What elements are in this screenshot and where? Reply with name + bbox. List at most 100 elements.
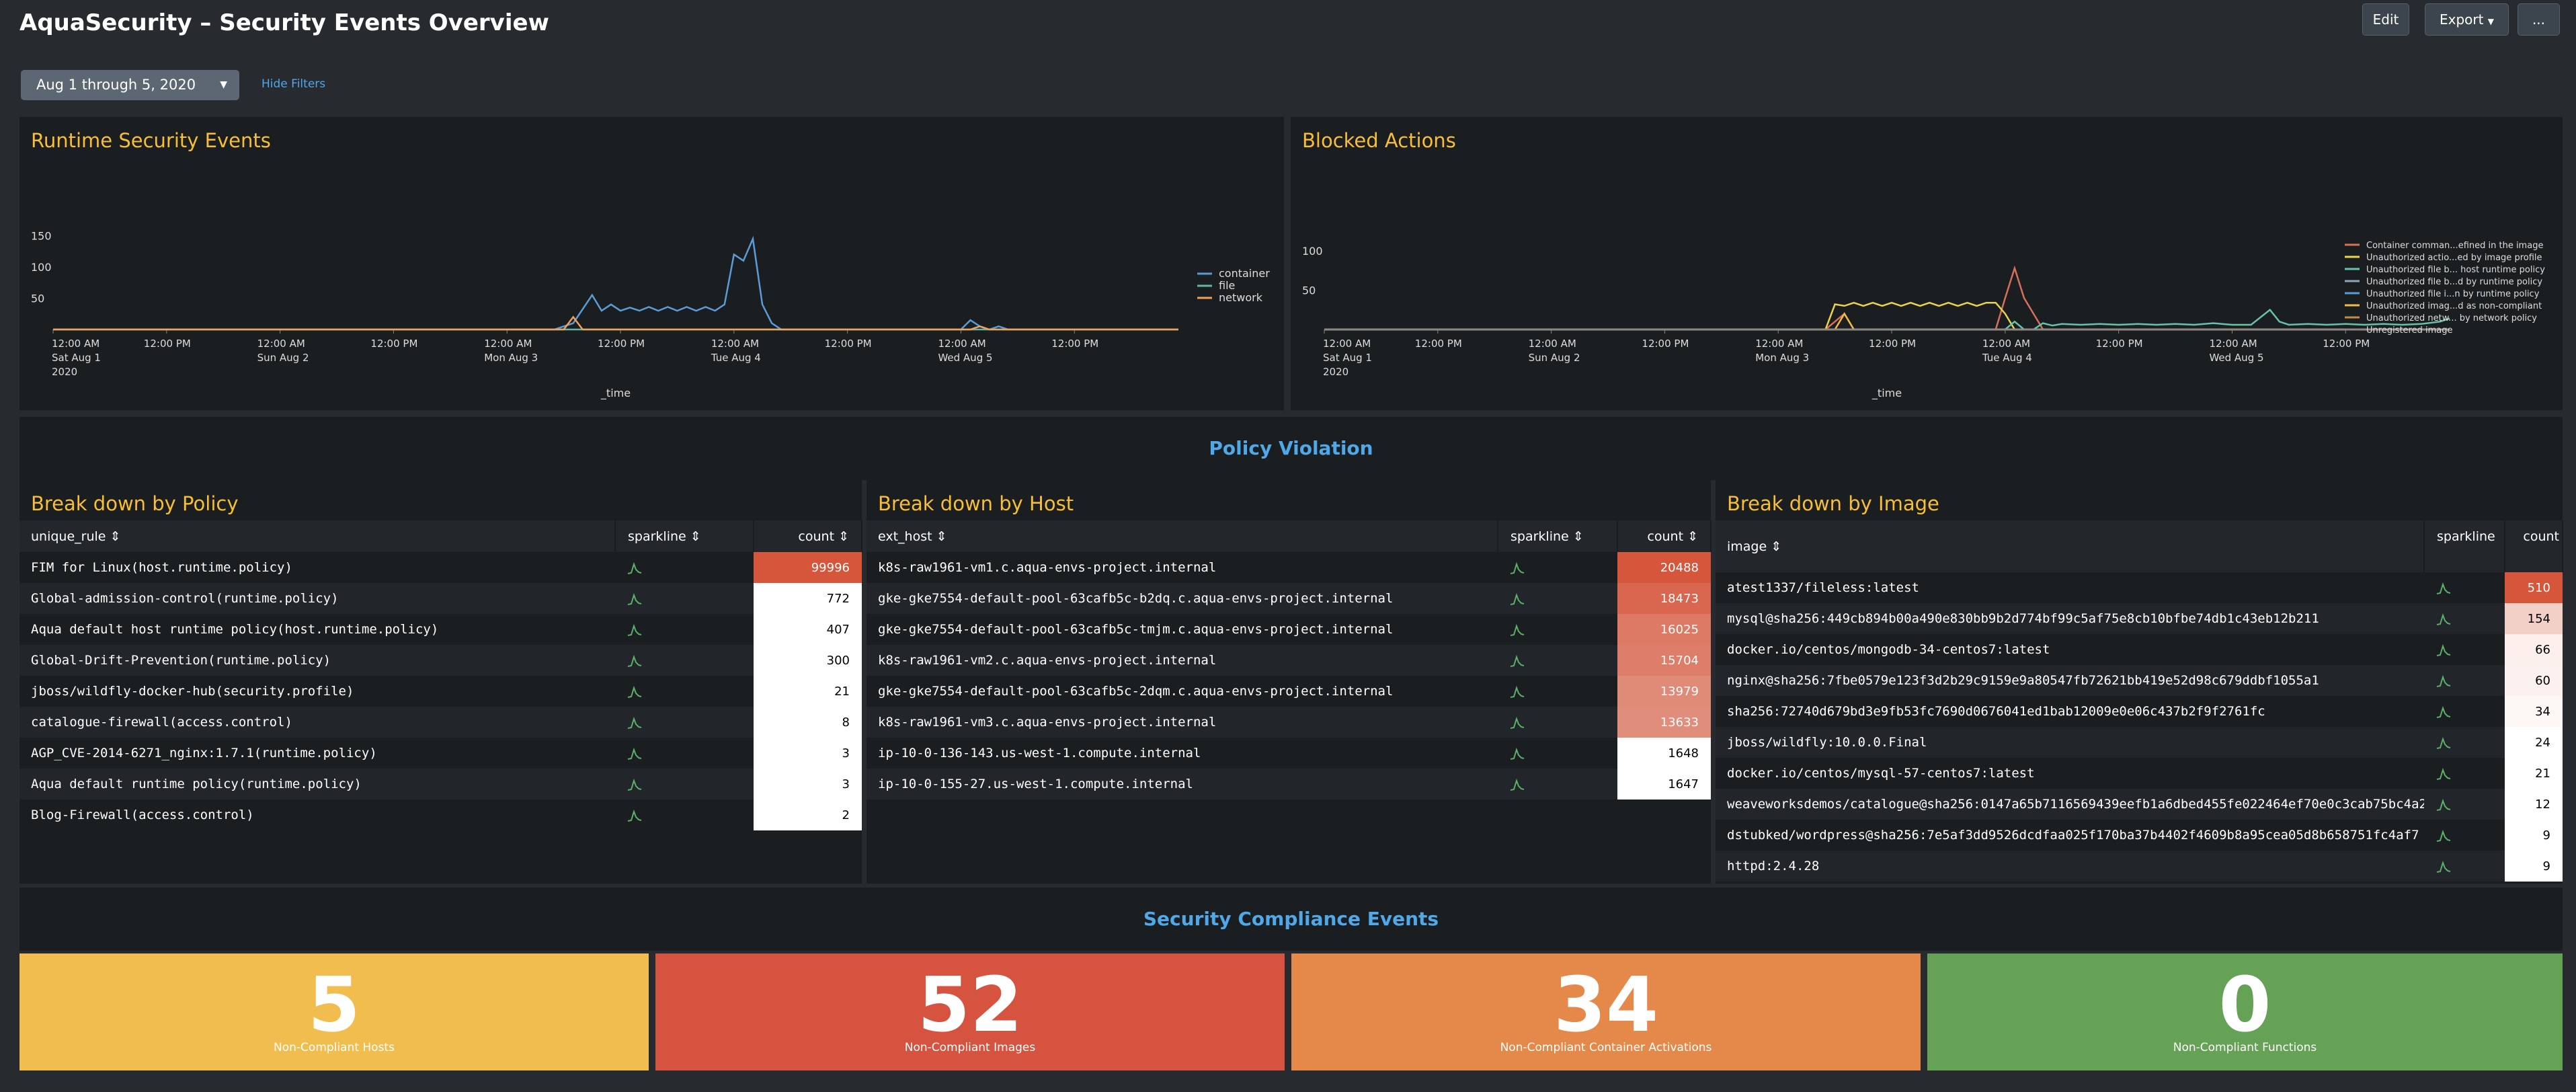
- host-table: ext_host ⇕ sparkline ⇕ count ⇕ k8s-raw19…: [867, 520, 1712, 800]
- runtime-events-chart[interactable]: 50 100 150 12:00 AM Sat Aug 1 2020 12:00 PM 12:…: [19, 117, 1284, 410]
- column-header[interactable]: image ⇕: [1716, 520, 2425, 572]
- series-line[interactable]: [1324, 308, 2450, 331]
- table-row[interactable]: docker.io/centos/mysql-57-centos7:latest…: [1716, 758, 2563, 789]
- legend-item[interactable]: Unauthorized file i...n by runtime polic…: [2366, 289, 2540, 299]
- export-button[interactable]: Export ▼: [2425, 3, 2509, 36]
- row-label: gke-gke7554-default-pool-63cafb5c-b2dq.c…: [867, 583, 1498, 614]
- row-label: Global-Drift-Prevention(runtime.policy): [19, 645, 615, 676]
- table-row[interactable]: AGP_CVE-2014-6271_nginx:1.7.1(runtime.po…: [19, 738, 862, 769]
- legend-item[interactable]: Unauthorized file b... host runtime poli…: [2366, 265, 2545, 275]
- sparkline-icon: [2436, 829, 2451, 842]
- table-row[interactable]: httpd:2.4.28 9: [1716, 851, 2563, 882]
- table-row[interactable]: ip-10-0-136-143.us-west-1.compute.intern…: [867, 738, 1711, 769]
- column-header[interactable]: count: [2505, 520, 2563, 572]
- table-row[interactable]: catalogue-firewall(access.control) 8: [19, 707, 862, 738]
- legend-item[interactable]: network: [1219, 291, 1263, 304]
- row-sparkline: [1498, 552, 1617, 583]
- column-header[interactable]: unique_rule ⇕: [19, 520, 616, 552]
- row-count: 66: [2505, 634, 2563, 665]
- column-header[interactable]: sparkline: [2424, 520, 2505, 572]
- table-row[interactable]: Blog-Firewall(access.control) 2: [19, 800, 862, 830]
- kpi-value: 34: [1554, 962, 1658, 1049]
- kpi-non-compliant-container-activations[interactable]: 34 Non-Compliant Container Activations: [1291, 953, 1921, 1070]
- table-row[interactable]: jboss/wildfly:10.0.0.Final 24: [1716, 727, 2563, 758]
- series-line[interactable]: [1324, 265, 2450, 331]
- sparkline-icon: [2436, 798, 2451, 811]
- row-sparkline: [1498, 769, 1617, 800]
- x-tick-label: 12:00 PM: [1869, 338, 1916, 350]
- x-tick-label: Sat Aug 1: [1323, 352, 1372, 364]
- column-header[interactable]: sparkline ⇕: [615, 520, 754, 552]
- table-row[interactable]: sha256:72740d679bd3e9fb53fc7690d0676041e…: [1716, 696, 2563, 727]
- kpi-non-compliant-images[interactable]: 52 Non-Compliant Images: [655, 953, 1285, 1070]
- table-row[interactable]: gke-gke7554-default-pool-63cafb5c-tmjm.c…: [867, 614, 1711, 645]
- row-label: sha256:72740d679bd3e9fb53fc7690d0676041e…: [1727, 704, 2265, 719]
- table-row[interactable]: atest1337/fileless:latest 510: [1716, 572, 2563, 603]
- table-row[interactable]: FIM for Linux(host.runtime.policy) 99996: [19, 552, 862, 583]
- row-count: 300: [754, 645, 862, 676]
- column-header[interactable]: count ⇕: [754, 520, 862, 552]
- panel-title: Break down by Image: [1727, 492, 1939, 515]
- table-row[interactable]: ip-10-0-155-27.us-west-1.compute.interna…: [867, 769, 1711, 800]
- x-tick-label: 12:00 AM: [484, 338, 532, 350]
- legend-item[interactable]: Unauthorized file b...d by runtime polic…: [2366, 277, 2542, 287]
- sort-icon: ⇕: [1687, 529, 1698, 544]
- row-label: atest1337/fileless:latest: [1727, 580, 1919, 595]
- sparkline-icon: [2436, 674, 2451, 687]
- legend-item[interactable]: Unauthorized netw... by network policy: [2366, 313, 2537, 323]
- kpi-non-compliant-functions[interactable]: 0 Non-Compliant Functions: [1927, 953, 2563, 1070]
- table-row[interactable]: Global-admission-control(runtime.policy)…: [19, 583, 862, 614]
- table-row[interactable]: k8s-raw1961-vm2.c.aqua-envs-project.inte…: [867, 645, 1711, 676]
- table-row[interactable]: nginx@sha256:7fbe0579e123f3d2b29c9159e9a…: [1716, 665, 2563, 696]
- table-row[interactable]: Global-Drift-Prevention(runtime.policy) 3…: [19, 645, 862, 676]
- x-tick-label: 12:00 PM: [2323, 338, 2370, 350]
- legend-item[interactable]: Container comman...efined in the image: [2366, 241, 2543, 251]
- x-tick-label: Sun Aug 2: [1529, 352, 1580, 364]
- legend-item[interactable]: container: [1219, 267, 1270, 280]
- more-actions-button[interactable]: ...: [2518, 3, 2560, 36]
- table-row[interactable]: gke-gke7554-default-pool-63cafb5c-2dqm.c…: [867, 676, 1711, 707]
- blocked-actions-chart[interactable]: 50 100 12:00 AM Sat Aug 1 2020 12:00 PM 12:00 …: [1291, 117, 2563, 410]
- kpi-label: Non-Compliant Functions: [2173, 1041, 2317, 1054]
- column-header[interactable]: ext_host ⇕: [867, 520, 1498, 552]
- column-header[interactable]: count ⇕: [1617, 520, 1712, 552]
- edit-button[interactable]: Edit: [2362, 3, 2409, 36]
- export-label: Export: [2439, 11, 2484, 28]
- row-count: 2: [754, 800, 862, 830]
- legend-item[interactable]: Unauthorized imag...d as non-compliant: [2366, 301, 2542, 311]
- table-row[interactable]: k8s-raw1961-vm3.c.aqua-envs-project.inte…: [867, 707, 1711, 738]
- x-tick-label: Wed Aug 5: [2209, 352, 2263, 364]
- sort-icon: ⇕: [936, 529, 947, 544]
- sparkline-icon: [1510, 747, 1525, 760]
- table-row[interactable]: mysql@sha256:449cb894b00a490e830bb9b2d77…: [1716, 603, 2563, 634]
- column-label: unique_rule: [31, 529, 106, 544]
- row-sparkline: [1498, 614, 1617, 645]
- table-row[interactable]: k8s-raw1961-vm1.c.aqua-envs-project.inte…: [867, 552, 1711, 583]
- hide-filters-link[interactable]: Hide Filters: [261, 77, 326, 91]
- row-count: 9: [2505, 851, 2563, 882]
- table-row[interactable]: gke-gke7554-default-pool-63cafb5c-b2dq.c…: [867, 583, 1711, 614]
- x-tick-label: 12:00 AM: [52, 338, 99, 350]
- row-count: 18473: [1617, 583, 1711, 614]
- time-range-picker[interactable]: Aug 1 through 5, 2020 ▼: [21, 70, 239, 100]
- column-label: sparkline: [628, 529, 686, 544]
- series-line[interactable]: [1324, 301, 2450, 331]
- kpi-label: Non-Compliant Container Activations: [1500, 1041, 1712, 1054]
- series-line[interactable]: [53, 235, 1178, 331]
- row-label: AGP_CVE-2014-6271_nginx:1.7.1(runtime.po…: [31, 746, 377, 760]
- sparkline-icon: [2436, 582, 2451, 594]
- series-line[interactable]: [53, 315, 1178, 331]
- table-row[interactable]: docker.io/centos/mongodb-34-centos7:late…: [1716, 634, 2563, 665]
- table-row[interactable]: weaveworksdemos/catalogue@sha256:0147a65…: [1716, 789, 2563, 820]
- row-label: dstubked/wordpress@sha256:7e5af3dd9526dc…: [1727, 828, 2419, 843]
- legend-item[interactable]: file: [1219, 279, 1235, 292]
- table-row[interactable]: jboss/wildfly-docker-hub(security.profil…: [19, 676, 862, 707]
- table-row[interactable]: dstubked/wordpress@sha256:7e5af3dd9526dc…: [1716, 820, 2563, 851]
- table-row[interactable]: Aqua default runtime policy(runtime.poli…: [19, 769, 862, 800]
- column-header[interactable]: sparkline ⇕: [1498, 520, 1618, 552]
- legend-item[interactable]: Unregistered image: [2366, 325, 2452, 336]
- row-count: 34: [2505, 696, 2563, 727]
- table-row[interactable]: Aqua default host runtime policy(host.ru…: [19, 614, 862, 645]
- kpi-non-compliant-hosts[interactable]: 5 Non-Compliant Hosts: [19, 953, 649, 1070]
- legend-item[interactable]: Unauthorized actio...ed by image profile: [2366, 253, 2542, 263]
